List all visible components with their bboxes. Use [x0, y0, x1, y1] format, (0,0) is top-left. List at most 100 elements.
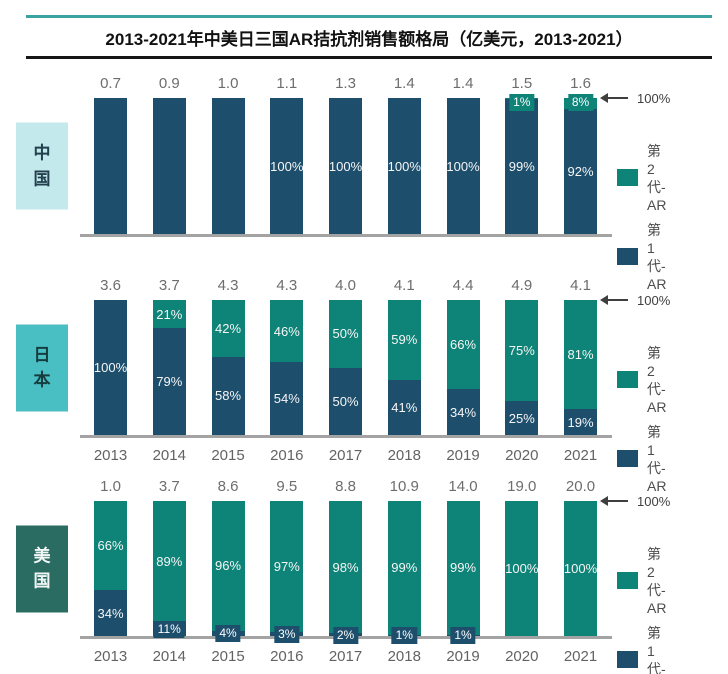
gen1-swatch-icon [617, 247, 638, 265]
gen1-segment: 25% [505, 401, 539, 435]
x-axis-year-label: 2019 [446, 447, 480, 464]
legend-label-gen2: 第2代-AR [647, 546, 667, 616]
annotation-label: 100% [637, 90, 671, 106]
segment-pct-chip: 1% [509, 94, 535, 111]
segment-pct-chip: 1% [391, 627, 417, 645]
china-legend: 第2代-AR 第1代-AR [617, 141, 666, 292]
segment-pct-label: 100% [93, 360, 128, 375]
gen2-segment: 99% [387, 501, 421, 635]
segment-pct-label: 99% [508, 159, 535, 175]
gen2-swatch-icon [617, 370, 638, 388]
segment-pct-label: 100% [563, 561, 598, 576]
segment-pct-label: 34% [97, 605, 124, 621]
gen2-segment: 59% [387, 300, 421, 380]
bar-total-label: 9.5 [276, 478, 298, 495]
bar-total-label: 4.3 [276, 277, 298, 294]
bar-2019: 14.0 99% 1% 2019 [446, 478, 479, 665]
bar-2015: 4.3 42% 58% 2015 [211, 277, 245, 464]
bar-2014: 0.9 [152, 75, 186, 234]
japan-bars: 3.6 100% 2013 3.7 21% 79% 2014 4.3 42% 58% 2015 4.3… [93, 277, 597, 464]
us-legend: 第2代-AR 第1代-AR [617, 544, 666, 674]
gen2-segment: 97% [270, 501, 304, 632]
gen1-swatch-icon [617, 449, 638, 467]
gen2-segment: 42% [211, 300, 245, 357]
gen1-segment [94, 98, 127, 234]
segment-pct-label: 96% [214, 558, 242, 574]
bar-2016: 9.5 97% 3% 2016 [270, 478, 304, 665]
gen1-segment [152, 98, 186, 234]
bar-total-label: 1.5 [511, 75, 533, 92]
segment-pct-label: 19% [567, 414, 594, 430]
bar-2016: 1.1 100% [270, 75, 303, 234]
legend-label-gen1: 第1代-AR [647, 424, 667, 494]
segment-pct-label: 89% [156, 553, 183, 569]
japan-plot-area: 3.6 100% 2013 3.7 21% 79% 2014 4.3 42% 58% 2015 4.3… [80, 277, 670, 494]
x-axis-year-label: 2014 [152, 447, 186, 464]
gen1-segment: 100% [329, 98, 362, 234]
x-axis-year-label: 2017 [328, 447, 363, 464]
china-bars: 0.7 0.9 1.0 1.1 100% 1.3 100% 1.4 100% 1.4 100% 1.5… [94, 75, 597, 234]
bar-total-label: 4.0 [335, 277, 356, 294]
segment-pct-label: 34% [449, 404, 477, 420]
gen2-swatch-icon [617, 168, 638, 186]
annotation-label: 100% [637, 493, 671, 509]
x-axis-year-label: 2017 [328, 648, 363, 665]
segment-pct-chip: 8% [567, 94, 594, 112]
bar-total-label: 1.1 [276, 75, 298, 92]
bar-2015: 1.0 [211, 75, 245, 234]
gen1-segment: 99% [505, 99, 539, 234]
segment-pct-label: 100% [446, 158, 480, 174]
gen1-segment: 34% [446, 389, 480, 435]
gen2-segment: 100% [505, 501, 538, 636]
china-plot-area: 0.7 0.9 1.0 1.1 100% 1.3 100% 1.4 100% 1.4 100% 1.5… [80, 75, 670, 292]
segment-pct-label: 79% [156, 374, 183, 390]
bar-2020: 4.9 75% 25% 2020 [505, 277, 539, 464]
bar-total-label: 4.9 [511, 277, 533, 294]
bar-total-label: 10.9 [389, 478, 419, 495]
segment-pct-label: 50% [332, 326, 359, 342]
gen2-segment: 21% [152, 300, 186, 329]
us-100pct-annotation: 100% [600, 491, 671, 511]
bar-2017: 4.0 50% 50% 2017 [329, 277, 362, 464]
bar-2019: 4.4 66% 34% 2019 [446, 277, 480, 464]
gen2-swatch-icon [617, 571, 638, 589]
us-plot-area: 1.0 66% 34% 2013 3.7 89% 11% 2014 8.6 96% 4% 2015 9.… [80, 478, 670, 674]
bar-2021: 4.1 81% 19% 2021 [564, 277, 597, 464]
segment-pct-label: 66% [97, 538, 124, 554]
bar-total-label: 3.7 [158, 478, 180, 495]
left-arrow-icon [600, 496, 628, 506]
bar-total-label: 1.0 [217, 75, 239, 92]
bar-2018: 1.4 100% [388, 75, 421, 234]
segment-pct-label: 99% [449, 560, 477, 576]
bar-2017: 1.3 100% [329, 75, 362, 234]
x-axis-year-label: 2016 [270, 648, 304, 665]
x-axis-year-label: 2016 [270, 447, 304, 464]
bar-total-label: 8.8 [335, 478, 356, 495]
gen1-segment: 54% [270, 362, 304, 435]
x-axis-year-label: 2015 [211, 648, 245, 665]
us-bars: 1.0 66% 34% 2013 3.7 89% 11% 2014 8.6 96% 4% 2015 9.… [94, 478, 598, 665]
region-label-china: 中 国 [16, 122, 68, 210]
segment-pct-label: 99% [391, 560, 418, 576]
segment-pct-chip: 2% [332, 626, 359, 644]
x-axis-year-label: 2020 [505, 447, 539, 464]
bar-total-label: 1.3 [335, 75, 356, 92]
chart-us: 美 国 1.0 66% 34% 2013 3.7 89% 11% 2014 8.6 96% 4% 20… [0, 478, 728, 674]
china-x-axis-line [80, 234, 612, 237]
annotation-label: 100% [637, 292, 671, 308]
segment-pct-label: 81% [567, 347, 594, 363]
bar-2015: 8.6 96% 4% 2015 [211, 478, 245, 665]
segment-pct-label: 41% [391, 399, 418, 415]
bar-2020: 1.5 99% 1% [505, 75, 539, 234]
segment-pct-label: 21% [156, 306, 183, 322]
region-label-us: 美 国 [16, 525, 68, 612]
segment-pct-chip: 1% [450, 627, 476, 645]
gen2-segment: 96% [211, 501, 245, 631]
segment-pct-chip: 3% [274, 625, 300, 643]
gen2-segment: 50% [329, 300, 362, 368]
bar-total-label: 1.0 [100, 478, 121, 495]
legend-item-gen1: 第1代-AR [617, 623, 666, 674]
segment-pct-label: 25% [508, 410, 535, 426]
bar-total-label: 20.0 [565, 478, 596, 495]
